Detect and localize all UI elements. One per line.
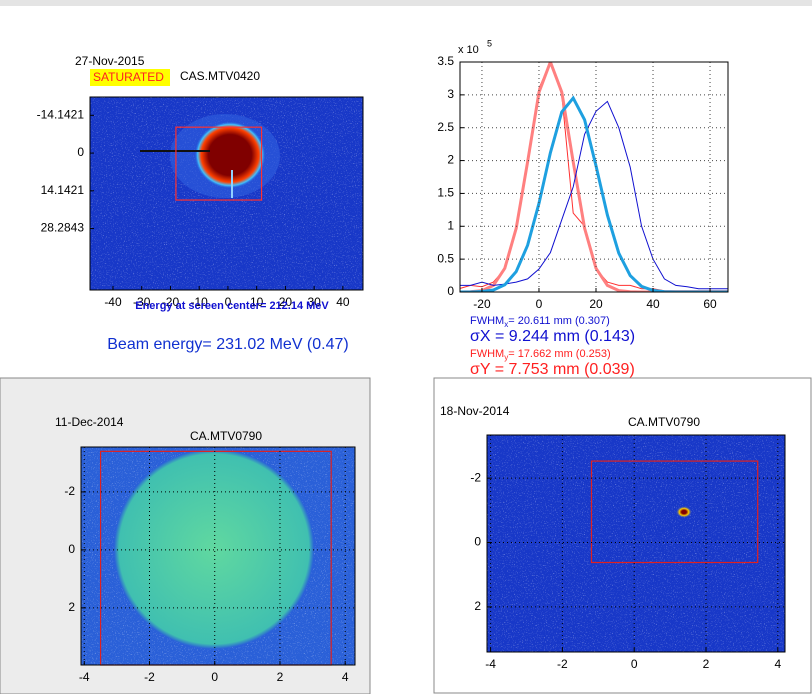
- exponent: 5: [487, 38, 492, 48]
- x-tick-label: 20: [589, 297, 603, 311]
- x-tick-label: -30: [133, 295, 151, 309]
- y-tick-label: 3.5: [437, 54, 454, 68]
- y-tick-label: 0: [77, 145, 84, 159]
- axes-box: [486, 434, 786, 653]
- date-label: 18-Nov-2014: [440, 404, 510, 418]
- y-tick-label: 2: [474, 599, 481, 613]
- y-tick-label: 1.5: [437, 186, 454, 200]
- x-tick-label: -40: [104, 295, 122, 309]
- chart-title: CA.MTV0790: [628, 415, 700, 429]
- x-tick-label: 2: [277, 670, 284, 684]
- stat-label: FWHM: [470, 348, 504, 360]
- series-line: [460, 62, 728, 292]
- stat-line: FWHMx= 20.611 mm (0.307): [470, 315, 610, 329]
- series-line: [460, 95, 728, 292]
- axes-box: [459, 61, 729, 293]
- date-label: 11-Dec-2014: [55, 415, 124, 429]
- x-tick-label: -10: [191, 295, 209, 309]
- annotation: Beam energy= 231.02 MeV (0.47): [107, 336, 348, 353]
- roi-box: [175, 126, 263, 201]
- stat-line: σX = 9.244 mm (0.143): [470, 328, 635, 345]
- stat-text: = 17.662 mm (0.253): [508, 348, 610, 360]
- x-tick-label: -4: [485, 657, 496, 671]
- axes-box: [80, 446, 356, 666]
- y-tick-label: 0: [474, 535, 481, 549]
- top-bar: [0, 0, 812, 6]
- stat-subscript: y: [504, 353, 508, 362]
- y-tick-label: 2.5: [437, 120, 454, 134]
- roi-box: [590, 460, 759, 564]
- x-tick-label: 60: [703, 297, 717, 311]
- annotation: Energy at screen center= 212.14 MeV: [135, 300, 329, 312]
- x-tick-label: 30: [307, 295, 321, 309]
- y-tick-label: -14.1421: [37, 107, 85, 121]
- axes-box: [89, 96, 364, 291]
- stat-subscript: x: [504, 320, 508, 329]
- y-tick-label: 0: [447, 284, 454, 298]
- series-line: [460, 62, 728, 292]
- badge-label: SATURATED: [93, 70, 164, 84]
- y-tick-label: 2: [68, 600, 75, 614]
- badge-box: [90, 69, 170, 86]
- x-tick-label: 0: [631, 657, 638, 671]
- x-tick-label: 10: [250, 295, 264, 309]
- image-noise: [487, 435, 785, 652]
- x-tick-label: 20: [279, 295, 293, 309]
- beam-disc: [114, 449, 314, 649]
- stat-text: σY = 7.753 mm (0.039): [470, 361, 635, 378]
- y-tick-label: 14.1421: [41, 183, 85, 197]
- y-tick-label: 0.5: [437, 251, 454, 265]
- y-tick-label: -2: [470, 470, 481, 484]
- stat-text: = 20.611 mm (0.307): [508, 315, 610, 327]
- stat-label: FWHM: [470, 315, 504, 327]
- image: [90, 97, 363, 290]
- stat-line: FWHMy= 17.662 mm (0.253): [470, 348, 611, 362]
- image: [81, 447, 355, 665]
- date-label: 27-Nov-2015: [75, 54, 145, 68]
- image: [487, 435, 785, 652]
- x-tick-label: 40: [336, 295, 350, 309]
- exponent-base: x 10: [458, 44, 479, 56]
- x-tick-label: 0: [211, 670, 218, 684]
- x-tick-label: -4: [79, 670, 90, 684]
- y-tick-label: -2: [64, 484, 75, 498]
- beam-spot: [676, 506, 692, 518]
- x-tick-label: -20: [162, 295, 180, 309]
- x-tick-label: 4: [774, 657, 781, 671]
- y-tick-label: 1: [447, 218, 454, 232]
- chart-title: CA.MTV0790: [190, 429, 262, 443]
- y-tick-label: 2: [447, 153, 454, 167]
- y-tick-label: 0: [68, 542, 75, 556]
- x-tick-label: -20: [473, 297, 491, 311]
- series-line: [460, 100, 728, 290]
- x-tick-label: -2: [557, 657, 568, 671]
- chart-title: CAS.MTV0420: [180, 69, 260, 83]
- stat-line: σY = 7.753 mm (0.039): [470, 361, 635, 378]
- x-tick-label: 0: [225, 295, 232, 309]
- x-tick-label: 0: [536, 297, 543, 311]
- x-tick-label: 2: [703, 657, 710, 671]
- x-tick-label: 40: [646, 297, 660, 311]
- stat-text: σX = 9.244 mm (0.143): [470, 328, 635, 345]
- y-tick-label: 28.2843: [41, 221, 85, 235]
- x-tick-label: 4: [342, 670, 349, 684]
- beam-spot: [194, 121, 266, 189]
- y-tick-label: 3: [447, 87, 454, 101]
- x-tick-label: -2: [144, 670, 155, 684]
